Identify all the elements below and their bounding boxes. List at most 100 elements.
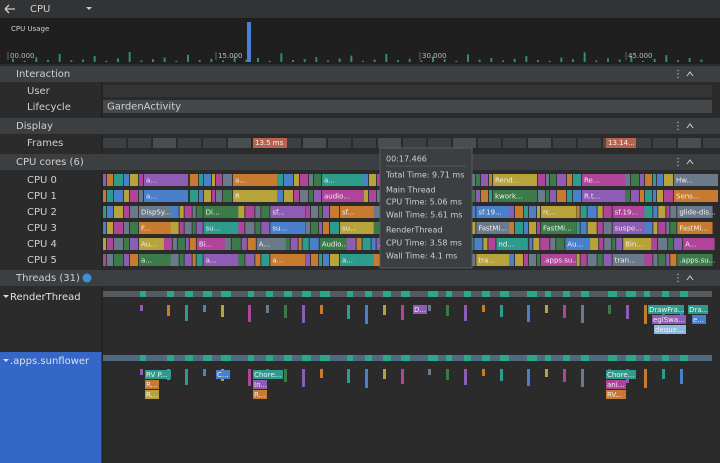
trace-slice (145, 390, 159, 399)
cpu-slice (203, 222, 239, 234)
cpu-slice (644, 254, 653, 266)
cpu-slice (481, 190, 488, 202)
cpu-slice-label: A... (259, 241, 270, 249)
frame (353, 138, 376, 148)
cpu-slice (489, 174, 492, 186)
cpu-slice (640, 174, 644, 186)
usage-spike (688, 58, 691, 62)
cpu-slice (476, 190, 480, 202)
cpu-slice (199, 174, 203, 186)
thread-running (644, 291, 650, 297)
thread-label[interactable]: RenderThread (10, 292, 81, 303)
cpu-slice (369, 190, 376, 202)
frame (578, 138, 601, 148)
row-label: CPU 1 (27, 191, 57, 202)
cpu-slice-label: sf.19... (478, 209, 501, 217)
usage-spike (35, 57, 38, 62)
thread-running (185, 291, 193, 297)
frame (328, 138, 351, 148)
usage-spike (700, 59, 703, 62)
tooltip-line: Main Thread (386, 186, 436, 195)
tooltip-line: Wall Time: 5.61 ms (386, 211, 462, 220)
cpu-slice (261, 222, 270, 234)
cpu-slice-label: Au... (141, 241, 157, 249)
cpu-slice (124, 206, 129, 218)
cpu-slice (238, 254, 245, 266)
cpu-slice (323, 222, 329, 234)
cpu-slice (185, 238, 189, 250)
cpu-slice (103, 254, 106, 266)
trace-event (428, 369, 431, 375)
cpu-slice (674, 190, 718, 202)
cpu-slice (666, 222, 670, 234)
trace-event (383, 305, 386, 315)
cpu-slice (224, 238, 231, 250)
cpu-slice (294, 174, 299, 186)
cpu-slice (580, 206, 587, 218)
cpu-slice (476, 174, 480, 186)
section-title[interactable]: Interaction (16, 69, 70, 80)
cpu-slice (664, 190, 673, 202)
collapse-icon[interactable] (686, 159, 694, 165)
usage-spike (210, 58, 213, 62)
toolbar (0, 0, 720, 18)
section-title[interactable]: Display (16, 121, 53, 132)
trace-event (428, 305, 431, 311)
cpu-slice (177, 238, 185, 250)
section-title[interactable]: Threads (31) (15, 273, 80, 284)
frame-long (606, 138, 636, 148)
thread-label[interactable]: .apps.sunflower (10, 356, 90, 367)
usage-spike (642, 60, 644, 62)
usage-spike (47, 60, 49, 62)
usage-spike (385, 54, 388, 62)
cpu-slice (364, 174, 368, 186)
cpu-slice (172, 238, 177, 250)
trace-event (644, 369, 647, 388)
usage-spike (187, 54, 189, 62)
cpu-slice (631, 190, 639, 202)
cpu-slice-label: tra... (478, 257, 495, 265)
cpu-slice (196, 206, 203, 218)
menu-icon: ⋮ (673, 157, 683, 168)
trace-event (302, 305, 305, 323)
trace-slice (253, 370, 283, 379)
cpu-slice (524, 206, 528, 218)
back-button[interactable] (4, 4, 15, 14)
thread-running (185, 355, 193, 361)
trace-slice (688, 305, 708, 314)
cpu-slice (290, 238, 298, 250)
usage-spike (12, 58, 14, 62)
usage-spike (327, 60, 329, 62)
cpu-slice-label: a... (146, 177, 157, 185)
dropdown-arrow[interactable] (86, 7, 92, 10)
thread-running (167, 291, 174, 297)
usage-spike (82, 59, 84, 62)
trace-event (464, 305, 467, 321)
trace-event (464, 369, 467, 385)
trace-slice (692, 315, 706, 324)
cpu-slice (238, 206, 245, 218)
toolbar-title[interactable]: CPU (30, 4, 50, 15)
cpu-slice (567, 190, 572, 202)
thread-running (464, 291, 471, 297)
cpu-slice (546, 190, 549, 202)
cpu-slice (476, 254, 512, 266)
usage-spike (198, 60, 201, 62)
section-title[interactable]: CPU cores (6) (16, 157, 84, 168)
cpu-slice (666, 206, 670, 218)
trace-event (527, 305, 530, 322)
cpu-slice (670, 206, 677, 218)
tooltip-line: CPU Time: 5.06 ms (386, 198, 462, 207)
trace-slice (648, 305, 684, 314)
cpu-slice (223, 190, 232, 202)
cpu-slice (270, 206, 306, 218)
frame (203, 138, 226, 148)
frame (503, 138, 526, 148)
collapse-icon[interactable] (686, 275, 694, 281)
cpu-slice (330, 222, 339, 234)
collapse-icon[interactable] (686, 123, 694, 129)
collapse-icon[interactable] (686, 71, 694, 77)
cpu-slice (306, 254, 310, 266)
cpu-slice (319, 238, 352, 250)
tooltip-line: Total Time: 9.71 ms (385, 171, 464, 180)
